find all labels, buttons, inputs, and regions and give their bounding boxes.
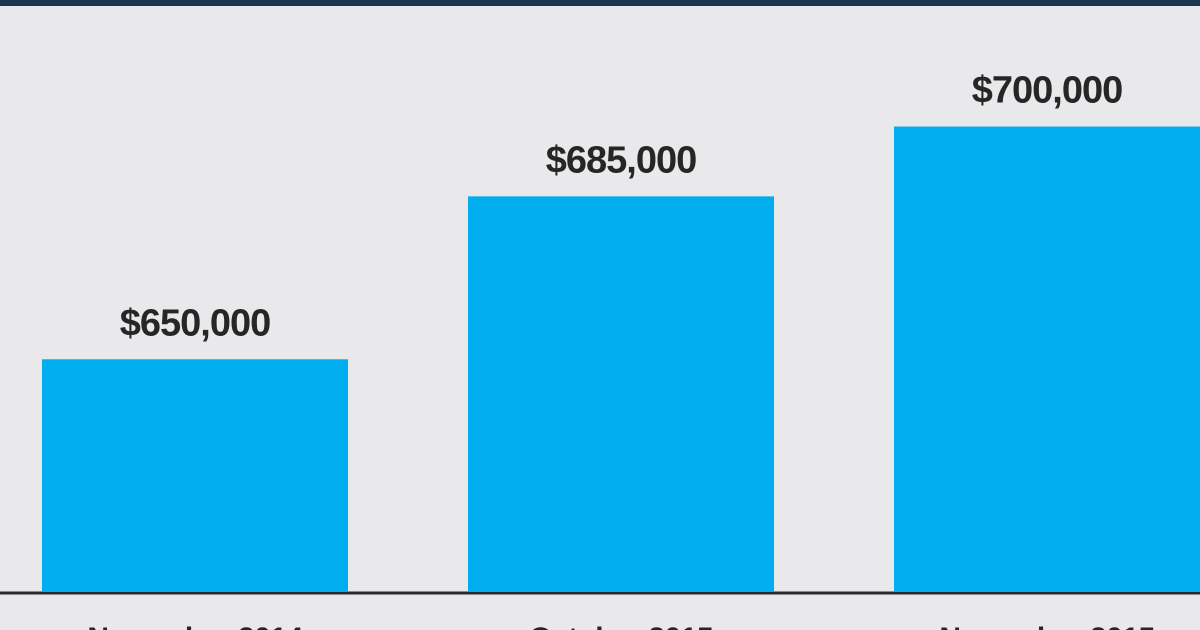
bar	[468, 196, 774, 592]
x-tick-label: October 2015	[529, 622, 713, 630]
value-label: $685,000	[546, 139, 697, 181]
top-rule	[0, 0, 1200, 6]
value-label: $700,000	[972, 70, 1123, 112]
bar	[894, 126, 1200, 592]
bar	[42, 359, 348, 592]
x-tick-label: November 2014	[87, 622, 303, 630]
x-tick-label: November 2015	[939, 622, 1154, 630]
value-label: $650,000	[120, 302, 271, 344]
